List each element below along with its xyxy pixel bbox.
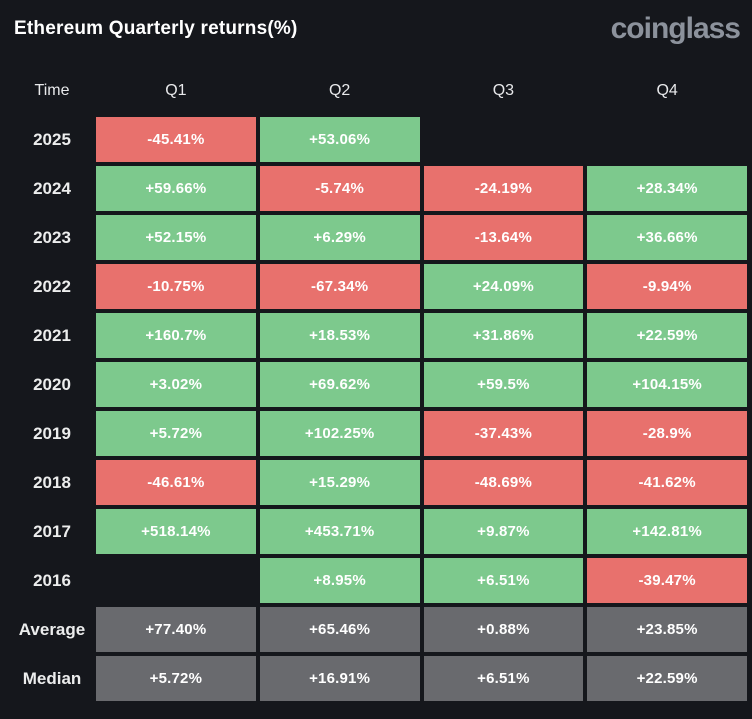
row-label-2017: 2017	[33, 521, 71, 541]
row-label-2020: 2020	[33, 374, 71, 394]
cell-2022-q2: -67.34%	[259, 264, 420, 309]
page-title: Ethereum Quarterly returns(%)	[14, 18, 298, 39]
cell-2016-q1	[96, 558, 256, 603]
cell-2021-q1: +160.7%	[96, 313, 256, 358]
cell-average-q1: +77.40%	[96, 607, 256, 652]
cell-2021-q2: +18.53%	[259, 313, 420, 358]
cell-2017-q1: +518.14%	[96, 509, 256, 554]
cell-2025-q2: +53.06%	[259, 117, 420, 162]
cell-2022-q1: -10.75%	[96, 264, 256, 309]
column-header-q3: Q3	[492, 81, 515, 99]
cell-2025-q1: -45.41%	[96, 117, 256, 162]
cell-2017-q2: +453.71%	[259, 509, 420, 554]
cell-2018-q3: -48.69%	[423, 460, 584, 505]
cell-2023-q3: -13.64%	[423, 215, 584, 260]
row-label-2018: 2018	[33, 472, 71, 492]
cell-2017-q3: +9.87%	[423, 509, 584, 554]
cell-average-q2: +65.46%	[259, 607, 420, 652]
column-header-time: Time	[34, 81, 70, 99]
row-label-2025: 2025	[33, 129, 71, 149]
cell-2023-q2: +6.29%	[259, 215, 420, 260]
cell-median-q4: +22.59%	[587, 656, 747, 701]
cell-2023-q4: +36.66%	[587, 215, 747, 260]
cell-2025-q3	[424, 117, 584, 162]
cell-2019-q2: +102.25%	[259, 411, 420, 456]
cell-2020-q4: +104.15%	[587, 362, 747, 407]
cell-2016-q4: -39.47%	[587, 558, 747, 603]
cell-2023-q1: +52.15%	[96, 215, 256, 260]
cell-2019-q3: -37.43%	[423, 411, 584, 456]
row-label-2023: 2023	[33, 227, 71, 247]
row-label-average: Average	[18, 619, 86, 639]
cell-2022-q4: -9.94%	[587, 264, 747, 309]
row-label-2016: 2016	[33, 570, 71, 590]
row-label-2024: 2024	[33, 178, 71, 198]
cell-median-q1: +5.72%	[96, 656, 256, 701]
column-header-q1: Q1	[165, 81, 187, 99]
row-label-median: Median	[22, 668, 82, 688]
cell-2019-q1: +5.72%	[96, 411, 256, 456]
cell-2018-q2: +15.29%	[259, 460, 420, 505]
row-label-2019: 2019	[33, 423, 71, 443]
row-label-2022: 2022	[33, 276, 71, 296]
cell-2020-q1: +3.02%	[96, 362, 256, 407]
cell-2020-q2: +69.62%	[259, 362, 420, 407]
cell-2021-q3: +31.86%	[423, 313, 584, 358]
cell-2021-q4: +22.59%	[587, 313, 747, 358]
cell-2025-q4	[587, 117, 747, 162]
column-header-q2: Q2	[328, 81, 351, 99]
cell-2019-q4: -28.9%	[587, 411, 747, 456]
cell-2017-q4: +142.81%	[587, 509, 747, 554]
cell-2022-q3: +24.09%	[423, 264, 584, 309]
cell-2024-q4: +28.34%	[587, 166, 747, 211]
cell-2016-q3: +6.51%	[423, 558, 584, 603]
header-bar: Ethereum Quarterly returns(%) coinglass	[0, 12, 752, 46]
row-label-2021: 2021	[33, 325, 71, 345]
cell-average-q4: +23.85%	[587, 607, 747, 652]
cell-2020-q3: +59.5%	[423, 362, 584, 407]
cell-2018-q4: -41.62%	[587, 460, 747, 505]
coinglass-logo: coinglass	[610, 12, 741, 45]
cell-average-q3: +0.88%	[423, 607, 584, 652]
cell-median-q3: +6.51%	[423, 656, 584, 701]
column-header-q4: Q4	[656, 81, 678, 99]
cell-2016-q2: +8.95%	[259, 558, 420, 603]
cell-2024-q1: +59.66%	[96, 166, 256, 211]
cell-2018-q1: -46.61%	[96, 460, 256, 505]
cell-median-q2: +16.91%	[259, 656, 420, 701]
cell-2024-q2: -5.74%	[259, 166, 420, 211]
cell-2024-q3: -24.19%	[423, 166, 584, 211]
returns-table: Time Q1 Q2 Q3 Q4 2025 -45.41% +53.06% 2024 +…	[0, 68, 752, 701]
